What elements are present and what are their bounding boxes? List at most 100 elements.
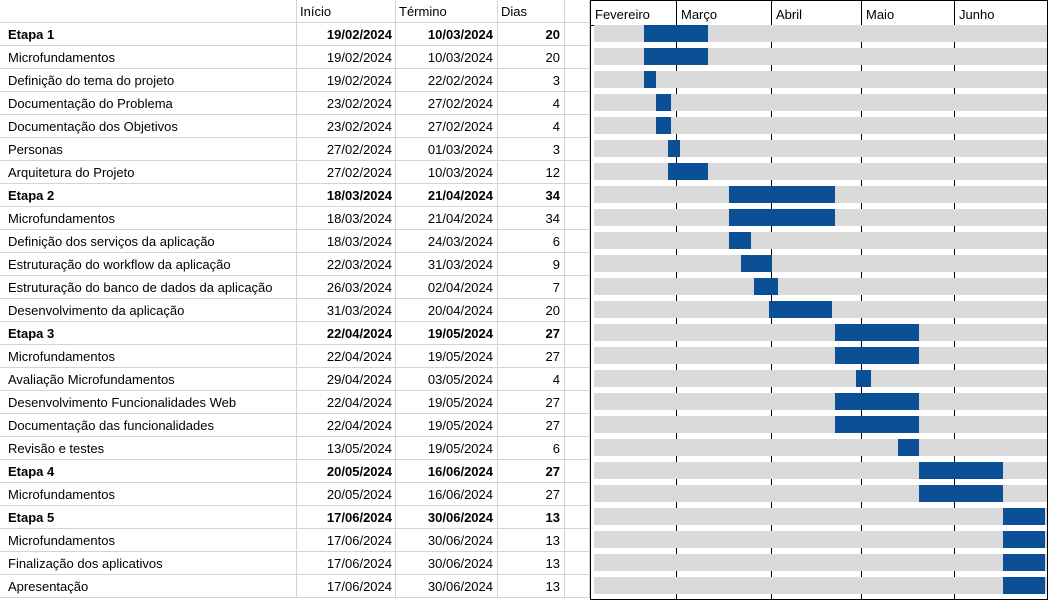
end-date-cell[interactable]: 20/04/2024 <box>396 299 498 322</box>
empty-cell[interactable] <box>565 299 590 322</box>
empty-cell[interactable] <box>565 184 590 207</box>
start-date-cell[interactable]: 17/06/2024 <box>297 529 396 552</box>
start-date-cell[interactable]: 19/02/2024 <box>297 69 396 92</box>
start-date-cell[interactable]: 18/03/2024 <box>297 207 396 230</box>
end-date-cell[interactable]: 19/05/2024 <box>396 345 498 368</box>
task-name-cell[interactable]: Etapa 1 <box>0 23 297 46</box>
end-date-cell[interactable]: 30/06/2024 <box>396 506 498 529</box>
empty-cell[interactable] <box>565 322 590 345</box>
end-date-cell[interactable]: 19/05/2024 <box>396 414 498 437</box>
empty-cell[interactable] <box>565 529 590 552</box>
start-date-cell[interactable]: 31/03/2024 <box>297 299 396 322</box>
duration-cell[interactable]: 13 <box>498 575 565 598</box>
duration-cell[interactable]: 13 <box>498 529 565 552</box>
task-name-cell[interactable]: Estruturação do workflow da aplicação <box>0 253 297 276</box>
empty-cell[interactable] <box>565 115 590 138</box>
gantt-bar[interactable] <box>856 370 871 387</box>
header-start-cell[interactable]: Início <box>297 0 396 23</box>
start-date-cell[interactable]: 22/04/2024 <box>297 345 396 368</box>
start-date-cell[interactable]: 20/05/2024 <box>297 483 396 506</box>
end-date-cell[interactable]: 22/02/2024 <box>396 69 498 92</box>
duration-cell[interactable]: 13 <box>498 506 565 529</box>
gantt-bar[interactable] <box>668 163 708 180</box>
header-end-cell[interactable]: Término <box>396 0 498 23</box>
start-date-cell[interactable]: 17/06/2024 <box>297 506 396 529</box>
empty-cell[interactable] <box>565 138 590 161</box>
start-date-cell[interactable]: 19/02/2024 <box>297 23 396 46</box>
gantt-bar[interactable] <box>919 462 1003 479</box>
gantt-bar[interactable] <box>644 48 708 65</box>
duration-cell[interactable]: 7 <box>498 276 565 299</box>
duration-cell[interactable]: 20 <box>498 299 565 322</box>
gantt-bar[interactable] <box>753 278 778 295</box>
end-date-cell[interactable]: 30/06/2024 <box>396 552 498 575</box>
end-date-cell[interactable]: 30/06/2024 <box>396 575 498 598</box>
start-date-cell[interactable]: 18/03/2024 <box>297 230 396 253</box>
duration-cell[interactable]: 34 <box>498 207 565 230</box>
end-date-cell[interactable]: 10/03/2024 <box>396 23 498 46</box>
empty-cell[interactable] <box>565 552 590 575</box>
duration-cell[interactable]: 27 <box>498 460 565 483</box>
gantt-bar[interactable] <box>729 186 835 203</box>
task-name-cell[interactable]: Etapa 5 <box>0 506 297 529</box>
gantt-bar[interactable] <box>1003 508 1045 525</box>
task-name-cell[interactable]: Documentação do Problema <box>0 92 297 115</box>
empty-cell[interactable] <box>565 391 590 414</box>
end-date-cell[interactable]: 02/04/2024 <box>396 276 498 299</box>
end-date-cell[interactable]: 10/03/2024 <box>396 161 498 184</box>
duration-cell[interactable]: 4 <box>498 368 565 391</box>
gantt-bar[interactable] <box>668 140 681 157</box>
task-name-cell[interactable]: Desenvolvimento Funcionalidades Web <box>0 391 297 414</box>
gantt-bar[interactable] <box>835 393 919 410</box>
gantt-bar[interactable] <box>1003 531 1045 548</box>
start-date-cell[interactable]: 29/04/2024 <box>297 368 396 391</box>
empty-cell[interactable] <box>565 506 590 529</box>
start-date-cell[interactable]: 27/02/2024 <box>297 161 396 184</box>
task-name-cell[interactable]: Apresentação <box>0 575 297 598</box>
end-date-cell[interactable]: 31/03/2024 <box>396 253 498 276</box>
empty-cell[interactable] <box>565 92 590 115</box>
start-date-cell[interactable]: 20/05/2024 <box>297 460 396 483</box>
gantt-bar[interactable] <box>644 71 657 88</box>
task-name-cell[interactable]: Microfundamentos <box>0 207 297 230</box>
duration-cell[interactable]: 20 <box>498 23 565 46</box>
start-date-cell[interactable]: 17/06/2024 <box>297 552 396 575</box>
end-date-cell[interactable]: 21/04/2024 <box>396 207 498 230</box>
end-date-cell[interactable]: 16/06/2024 <box>396 460 498 483</box>
end-date-cell[interactable]: 27/02/2024 <box>396 92 498 115</box>
empty-cell[interactable] <box>565 253 590 276</box>
end-date-cell[interactable]: 19/05/2024 <box>396 437 498 460</box>
gantt-bar[interactable] <box>835 324 919 341</box>
duration-cell[interactable]: 13 <box>498 552 565 575</box>
duration-cell[interactable]: 27 <box>498 414 565 437</box>
start-date-cell[interactable]: 18/03/2024 <box>297 184 396 207</box>
start-date-cell[interactable]: 22/04/2024 <box>297 322 396 345</box>
task-name-cell[interactable]: Definição do tema do projeto <box>0 69 297 92</box>
task-name-cell[interactable]: Revisão e testes <box>0 437 297 460</box>
end-date-cell[interactable]: 03/05/2024 <box>396 368 498 391</box>
gantt-bar[interactable] <box>644 25 708 42</box>
task-name-cell[interactable]: Personas <box>0 138 297 161</box>
start-date-cell[interactable]: 19/02/2024 <box>297 46 396 69</box>
gantt-bar[interactable] <box>835 347 919 364</box>
duration-cell[interactable]: 3 <box>498 69 565 92</box>
empty-cell[interactable] <box>565 460 590 483</box>
empty-cell[interactable] <box>565 69 590 92</box>
gantt-bar[interactable] <box>1003 577 1045 594</box>
empty-cell[interactable] <box>565 276 590 299</box>
gantt-bar[interactable] <box>768 301 832 318</box>
header-days-cell[interactable]: Dias <box>498 0 565 23</box>
gantt-bar[interactable] <box>729 232 751 249</box>
start-date-cell[interactable]: 22/04/2024 <box>297 391 396 414</box>
empty-cell[interactable] <box>565 230 590 253</box>
gantt-bar[interactable] <box>729 209 835 226</box>
end-date-cell[interactable]: 27/02/2024 <box>396 115 498 138</box>
duration-cell[interactable]: 27 <box>498 322 565 345</box>
start-date-cell[interactable]: 23/02/2024 <box>297 92 396 115</box>
task-name-cell[interactable]: Desenvolvimento da aplicação <box>0 299 297 322</box>
empty-cell[interactable] <box>565 161 590 184</box>
duration-cell[interactable]: 9 <box>498 253 565 276</box>
end-date-cell[interactable]: 19/05/2024 <box>396 322 498 345</box>
gantt-bar[interactable] <box>656 117 671 134</box>
task-name-cell[interactable]: Documentação das funcionalidades <box>0 414 297 437</box>
